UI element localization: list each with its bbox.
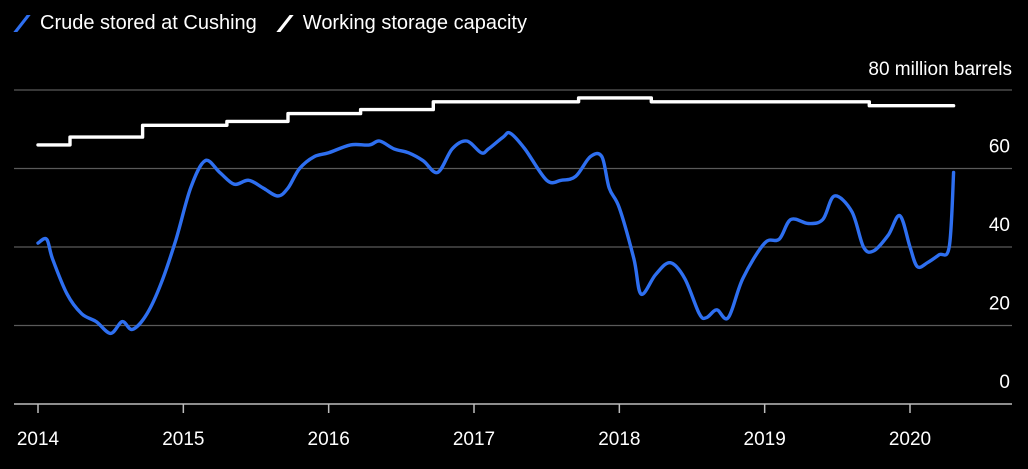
legend-item-storage-capacity[interactable]: Working storage capacity	[276, 12, 527, 35]
y-axis-tick-labels: 0 20 40 60	[989, 137, 1010, 394]
x-tick-label-2014: 2014	[17, 429, 60, 450]
y-tick-label-40: 40	[989, 215, 1010, 236]
x-tick-label-2020: 2020	[889, 429, 931, 450]
legend-label-crude-stored: Crude stored at Cushing	[40, 12, 257, 34]
x-tick-label-2016: 2016	[308, 429, 350, 450]
x-axis: 2014 2015 2016 2017 2018 2019 2020	[17, 404, 931, 450]
x-tick-label-2018: 2018	[598, 429, 640, 450]
y-axis-unit-label: 80 million barrels	[868, 59, 1012, 80]
x-tick-label-2015: 2015	[162, 429, 204, 450]
legend-label-storage-capacity: Working storage capacity	[302, 12, 527, 34]
y-tick-label-60: 60	[989, 137, 1010, 158]
series-line-storage-capacity	[36, 96, 956, 147]
series-line-crude-stored	[36, 130, 956, 336]
y-tick-label-0: 0	[999, 372, 1010, 393]
x-tick-label-2019: 2019	[744, 429, 786, 450]
legend-item-crude-stored[interactable]: Crude stored at Cushing	[13, 12, 257, 35]
x-tick-label-2017: 2017	[453, 429, 495, 450]
legend: Crude stored at Cushing Working storage …	[13, 12, 549, 35]
y-tick-label-20: 20	[989, 294, 1010, 315]
series-lines	[36, 96, 956, 336]
gridlines	[14, 89, 1012, 405]
